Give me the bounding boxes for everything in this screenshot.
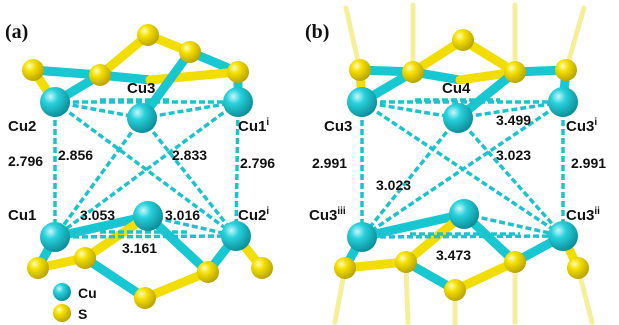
atom-label-cu1i: Cu1i bbox=[238, 117, 269, 135]
cu-atom-center bbox=[449, 199, 479, 229]
distance-right-vertical: 2.796 bbox=[240, 155, 275, 171]
panel-a-label: (a) bbox=[5, 21, 28, 43]
distance-right-vertical: 2.991 bbox=[571, 155, 606, 171]
atom-label-cu3: Cu3 bbox=[127, 80, 155, 97]
s-atom bbox=[395, 251, 417, 273]
atom-label-cu2: Cu2 bbox=[8, 118, 36, 135]
distance-bottom: 3.161 bbox=[122, 240, 157, 256]
legend: Cu S bbox=[53, 283, 97, 322]
s-atom bbox=[402, 61, 424, 83]
s-atom bbox=[22, 59, 44, 81]
s-atom bbox=[74, 247, 96, 269]
distance-left-vertical: 2.991 bbox=[312, 155, 347, 171]
cu-atom-cu3iii bbox=[347, 222, 377, 252]
cu-atom-cu3 bbox=[127, 103, 157, 133]
s-atom bbox=[555, 59, 577, 81]
s-atom bbox=[334, 257, 356, 279]
distance-left-diagonal: 3.023 bbox=[376, 177, 411, 193]
s-atom bbox=[179, 41, 201, 63]
cu-atom-cu1i bbox=[223, 87, 253, 117]
distance-left-vertical: 2.796 bbox=[8, 153, 43, 169]
cu-atom-cu2 bbox=[40, 87, 70, 117]
atom-label-cu3: Cu3 bbox=[324, 118, 352, 135]
s-atom bbox=[27, 257, 49, 279]
s-atom bbox=[197, 261, 219, 283]
legend-s-swatch bbox=[53, 304, 71, 322]
panel-b-framework-bonds bbox=[332, 2, 595, 325]
panel-a-atoms bbox=[22, 24, 273, 309]
legend-s-label: S bbox=[78, 306, 87, 322]
legend-cu-label: Cu bbox=[78, 285, 97, 301]
s-atom bbox=[251, 257, 273, 279]
panel-b: (b) bbox=[305, 2, 606, 325]
atom-label-cu4: Cu4 bbox=[442, 80, 471, 97]
atom-label-cu3ii: Cu3ii bbox=[566, 206, 600, 224]
legend-cu-swatch bbox=[53, 283, 71, 301]
s-atom bbox=[349, 59, 371, 81]
cu-atom-cu1 bbox=[40, 222, 70, 252]
distance-right-diagonal: 2.833 bbox=[172, 147, 207, 163]
atom-label-cu3iii: Cu3iii bbox=[309, 206, 346, 224]
s-atom bbox=[504, 61, 526, 83]
s-atom bbox=[227, 61, 249, 83]
distance-bottom-left: 3.053 bbox=[80, 207, 115, 223]
atom-label-cu1: Cu1 bbox=[8, 207, 36, 224]
s-atom bbox=[89, 64, 111, 86]
distance-bottom-right: 3.016 bbox=[165, 207, 200, 223]
panel-b-cu-contacts bbox=[360, 98, 565, 239]
cu-atom-cu3ii bbox=[548, 221, 578, 251]
s-atom bbox=[444, 279, 466, 301]
cu-atom-cu3i bbox=[548, 87, 578, 117]
distance-left-diagonal: 2.856 bbox=[58, 147, 93, 163]
cu-atom-cu2i bbox=[221, 221, 251, 251]
panel-b-atoms bbox=[334, 29, 589, 301]
s-atom bbox=[452, 29, 474, 51]
s-atom bbox=[137, 24, 159, 46]
distance-bottom: 3.473 bbox=[436, 247, 471, 263]
s-atom bbox=[504, 251, 526, 273]
distance-right-diagonal: 3.023 bbox=[496, 147, 531, 163]
atom-label-cu3i: Cu3i bbox=[566, 117, 597, 135]
panel-a: (a) bbox=[5, 21, 275, 309]
panel-a-cu-contacts bbox=[53, 98, 240, 239]
cu-atom-cu4 bbox=[443, 103, 473, 133]
atom-label-cu2i: Cu2i bbox=[238, 206, 269, 224]
distance-top-right: 3.499 bbox=[496, 112, 531, 128]
s-atom bbox=[134, 287, 156, 309]
cu-atom-cu3 bbox=[347, 87, 377, 117]
cu-atom-center bbox=[133, 201, 163, 231]
panel-b-label: (b) bbox=[305, 21, 329, 43]
s-atom bbox=[567, 257, 589, 279]
